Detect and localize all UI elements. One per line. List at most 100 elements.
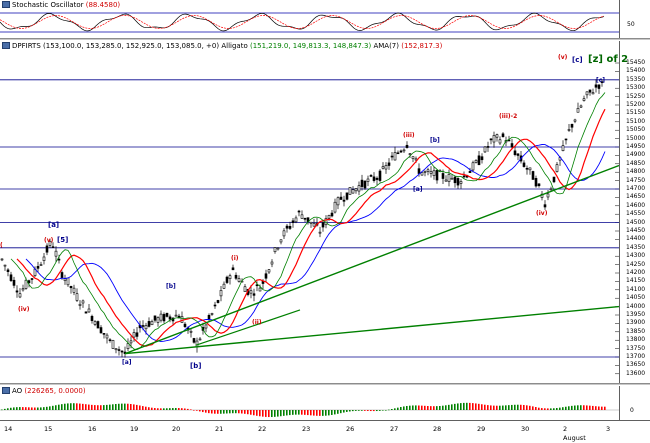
price-y-tick: 13650	[626, 361, 646, 369]
ao-bar	[478, 403, 480, 410]
candle-body	[207, 314, 211, 320]
candle-body	[219, 290, 223, 297]
ao-bar	[295, 410, 297, 415]
candle-body	[492, 135, 496, 143]
candle-body	[459, 181, 463, 184]
ao-bar	[547, 408, 549, 410]
candle-body	[579, 105, 583, 108]
candle-body	[276, 247, 280, 250]
ao-bar	[583, 405, 585, 410]
price-title: DPFIRTS (153,100.0, 153,285.0, 152,925.0…	[2, 42, 442, 51]
ao-bar	[520, 404, 522, 410]
ao-bar	[361, 410, 363, 411]
wave-label-v-top: (v)	[558, 54, 568, 61]
time-axis-label: 30	[521, 425, 530, 433]
candle-body	[444, 179, 448, 182]
time-axis-label: 20	[172, 425, 181, 433]
ao-bar	[217, 410, 219, 414]
wave-label-iii-2: (iii)-2	[499, 113, 518, 120]
price-y-tick: 14850	[626, 159, 646, 167]
stochastic-pane[interactable]: Stochastic Oscillator (88.4580) 50	[0, 0, 650, 38]
wave-label-a-low: [a]	[122, 359, 132, 366]
candle-body	[111, 340, 115, 349]
ao-bar	[511, 404, 513, 410]
ao-bar	[562, 407, 564, 410]
candle-body	[141, 325, 145, 327]
price-y-tick: 14000	[626, 302, 646, 310]
ao-bar	[481, 404, 483, 410]
price-y-tick: 13600	[626, 369, 646, 377]
wave-label-paren-left: (	[0, 242, 3, 249]
price-y-tick: 13800	[626, 336, 646, 344]
ao-bar	[523, 404, 525, 410]
stochastic-title: Stochastic Oscillator (88.4580)	[2, 1, 120, 10]
candle-body	[60, 272, 64, 279]
price-pane[interactable]: DPFIRTS (153,100.0, 153,285.0, 152,925.0…	[0, 41, 650, 383]
pane-splitter[interactable]	[0, 383, 650, 386]
candle-body	[12, 279, 16, 286]
ao-bar	[22, 407, 24, 410]
ao-bar	[337, 410, 339, 414]
ao-bar	[220, 410, 222, 414]
candle-body	[537, 183, 541, 187]
price-y-tick: 15200	[626, 101, 646, 108]
candle-body	[126, 343, 130, 349]
stochastic-y-axis[interactable]	[619, 0, 650, 38]
ao-bar	[244, 410, 246, 414]
time-axis-label: 22	[258, 425, 267, 433]
ao-bar	[526, 405, 528, 410]
candle-body	[399, 150, 403, 153]
ao-bar	[43, 407, 45, 410]
wave-label-v-left: (v)	[44, 237, 54, 244]
time-axis[interactable]: 14 15 16 19 20 21 22 23 26 27 28 29 30 2 3 August	[0, 420, 650, 443]
ao-bar	[568, 406, 570, 410]
ao-bar	[13, 407, 15, 410]
candle-body	[585, 91, 589, 96]
ao-bar	[190, 409, 192, 411]
candle-body	[39, 264, 43, 266]
ao-bar	[394, 408, 396, 410]
time-axis-label: 14	[4, 425, 13, 433]
ao-bar	[34, 407, 36, 410]
ao-bar	[415, 405, 417, 410]
time-axis-label: 26	[346, 425, 355, 433]
candle-body	[198, 338, 202, 341]
candle-body	[243, 286, 247, 292]
ao-bar	[40, 407, 42, 410]
ao-y-axis[interactable]	[619, 386, 650, 420]
ao-bar	[304, 410, 306, 415]
ao-bar	[535, 407, 537, 410]
pane-splitter[interactable]	[0, 38, 650, 41]
candle-body	[87, 308, 91, 313]
candle-body	[420, 172, 424, 176]
time-axis-label: 16	[88, 425, 97, 433]
candle-body	[84, 311, 88, 314]
candle-body	[435, 169, 439, 181]
wave-label-b-small: [b]	[430, 137, 440, 144]
price-y-axis[interactable]	[619, 41, 650, 383]
wave-label-b-mid: [b]	[166, 283, 176, 290]
candle-body	[168, 316, 172, 320]
candle-body	[129, 340, 133, 344]
ao-bar	[28, 407, 30, 410]
ao-bar	[283, 410, 285, 416]
candle-body	[222, 283, 226, 289]
ao-bar	[184, 408, 186, 410]
ao-bar	[550, 408, 552, 410]
wave-label-c-major: [c]	[572, 56, 583, 64]
candle-body	[213, 304, 217, 307]
symbol-name: DPFIRTS	[12, 42, 41, 50]
ao-bar	[115, 404, 117, 410]
price-y-tick: 14600	[626, 201, 646, 209]
ao-bar	[73, 403, 75, 410]
ao-bar	[307, 410, 309, 416]
ao-bar	[136, 404, 138, 410]
wave-label-ii: (ii)	[252, 319, 262, 326]
candle-body	[456, 178, 460, 186]
wave-label-b-major: [b]	[190, 362, 202, 370]
ao-bar	[580, 405, 582, 410]
price-y-tick: 13700	[626, 353, 646, 360]
ao-bar	[457, 403, 459, 410]
ao-pane[interactable]: AO (226265, 0.0000) 0	[0, 386, 650, 420]
candle-body	[432, 170, 436, 176]
